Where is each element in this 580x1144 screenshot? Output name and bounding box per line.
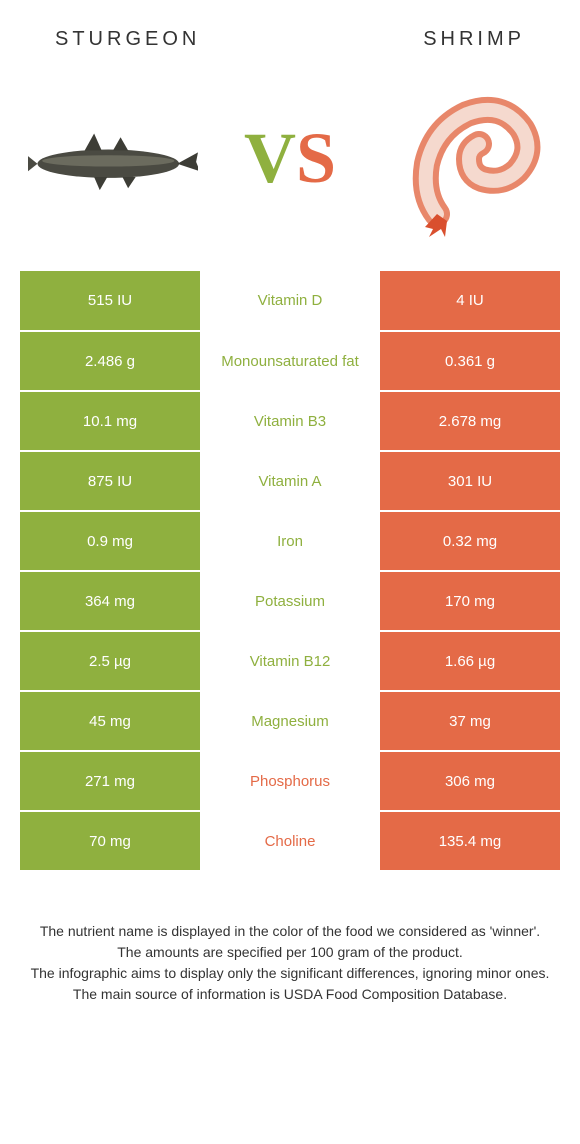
right-value: 0.32 mg	[380, 511, 560, 571]
sturgeon-image	[28, 84, 198, 234]
left-value: 10.1 mg	[20, 391, 200, 451]
right-value: 1.66 µg	[380, 631, 560, 691]
table-row: 45 mgMagnesium37 mg	[20, 691, 560, 751]
comparison-table: 515 IUVitamin D4 IU2.486 gMonounsaturate…	[20, 271, 560, 872]
table-row: 10.1 mgVitamin B32.678 mg	[20, 391, 560, 451]
shrimp-image	[382, 84, 552, 234]
right-value: 135.4 mg	[380, 811, 560, 871]
left-value: 875 IU	[20, 451, 200, 511]
vs-label: VS	[244, 117, 336, 200]
nutrient-label: Vitamin D	[200, 271, 380, 331]
nutrient-label: Potassium	[200, 571, 380, 631]
left-food-title: STURGEON	[55, 28, 200, 51]
right-value: 301 IU	[380, 451, 560, 511]
footnotes: The nutrient name is displayed in the co…	[0, 922, 580, 1004]
nutrient-label: Choline	[200, 811, 380, 871]
nutrient-label: Vitamin B3	[200, 391, 380, 451]
left-value: 271 mg	[20, 751, 200, 811]
right-food-title: SHRIMP	[423, 28, 525, 51]
right-value: 4 IU	[380, 271, 560, 331]
right-value: 2.678 mg	[380, 391, 560, 451]
table-row: 515 IUVitamin D4 IU	[20, 271, 560, 331]
table-row: 70 mgCholine135.4 mg	[20, 811, 560, 871]
images-row: VS	[0, 51, 580, 271]
footnote-line: The nutrient name is displayed in the co…	[22, 922, 558, 941]
table-row: 0.9 mgIron0.32 mg	[20, 511, 560, 571]
nutrient-label: Magnesium	[200, 691, 380, 751]
nutrient-label: Iron	[200, 511, 380, 571]
nutrient-label: Monounsaturated fat	[200, 331, 380, 391]
right-value: 170 mg	[380, 571, 560, 631]
footnote-line: The amounts are specified per 100 gram o…	[22, 943, 558, 962]
nutrient-label: Phosphorus	[200, 751, 380, 811]
nutrient-label: Vitamin A	[200, 451, 380, 511]
header: STURGEON SHRIMP	[0, 0, 580, 51]
right-value: 306 mg	[380, 751, 560, 811]
table-row: 2.486 gMonounsaturated fat0.361 g	[20, 331, 560, 391]
table-row: 271 mgPhosphorus306 mg	[20, 751, 560, 811]
left-value: 0.9 mg	[20, 511, 200, 571]
footnote-line: The infographic aims to display only the…	[22, 964, 558, 983]
left-value: 2.5 µg	[20, 631, 200, 691]
footnote-line: The main source of information is USDA F…	[22, 985, 558, 1004]
right-value: 37 mg	[380, 691, 560, 751]
table-row: 364 mgPotassium170 mg	[20, 571, 560, 631]
table-row: 875 IUVitamin A301 IU	[20, 451, 560, 511]
left-value: 364 mg	[20, 571, 200, 631]
table-row: 2.5 µgVitamin B121.66 µg	[20, 631, 560, 691]
nutrient-label: Vitamin B12	[200, 631, 380, 691]
right-value: 0.361 g	[380, 331, 560, 391]
left-value: 70 mg	[20, 811, 200, 871]
left-value: 515 IU	[20, 271, 200, 331]
left-value: 45 mg	[20, 691, 200, 751]
comparison-table-body: 515 IUVitamin D4 IU2.486 gMonounsaturate…	[20, 271, 560, 871]
left-value: 2.486 g	[20, 331, 200, 391]
